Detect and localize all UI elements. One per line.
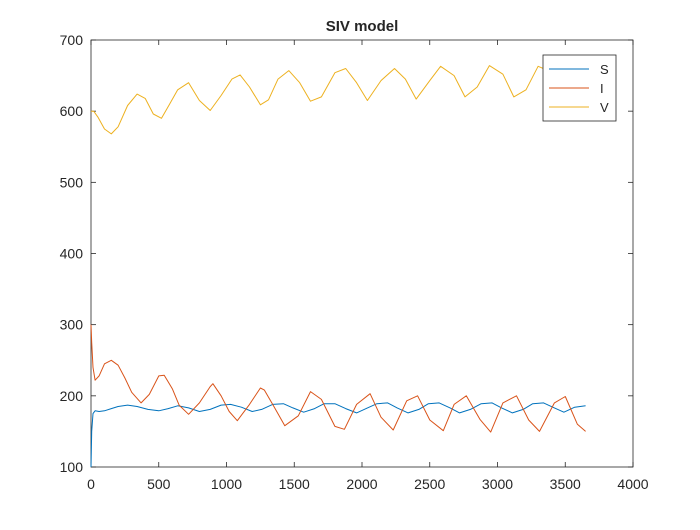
x-tick-label: 1500: [279, 476, 310, 492]
y-tick-label: 600: [60, 103, 84, 119]
x-tick-label: 2000: [346, 476, 377, 492]
plot-area: 0 500 1000 1500 2000 2500 3000 3500 4000 100 200 30…: [60, 32, 649, 492]
y-tick-label: 700: [60, 32, 84, 48]
series-line-v: [91, 65, 586, 135]
legend-label-s: S: [600, 62, 609, 77]
series-line-s: [90, 402, 586, 468]
x-tick-label: 1000: [211, 476, 242, 492]
y-tick-label: 100: [60, 459, 84, 475]
chart-title: SIV model: [326, 18, 399, 35]
series-line-i: [90, 324, 586, 433]
y-tick-label: 300: [60, 317, 84, 333]
legend-label-v: V: [600, 100, 609, 115]
y-tick-label: 500: [60, 174, 84, 190]
x-tick-label: 2500: [414, 476, 445, 492]
x-tick-label: 3500: [550, 476, 581, 492]
x-tick-label: 3000: [482, 476, 513, 492]
x-tick-label: 4000: [617, 476, 648, 492]
x-tick-label: 0: [87, 476, 95, 492]
y-tick-label: 200: [60, 388, 84, 404]
legend-label-i: I: [600, 81, 604, 96]
x-tick-label: 500: [147, 476, 171, 492]
y-tick-label: 400: [60, 246, 84, 262]
